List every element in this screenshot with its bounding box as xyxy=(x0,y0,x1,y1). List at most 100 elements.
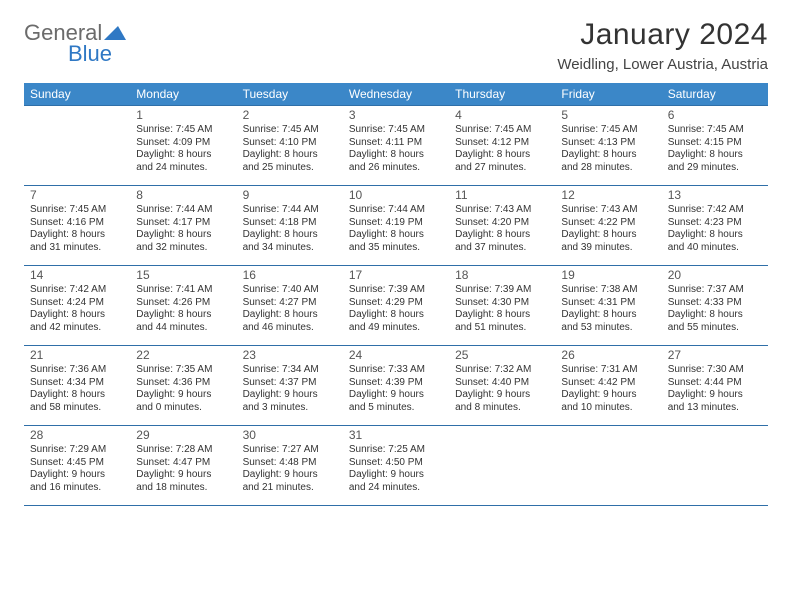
sunrise-text: Sunrise: 7:39 AM xyxy=(455,284,549,297)
weekday-header: Sunday xyxy=(24,83,130,106)
daylight-text-1: Daylight: 8 hours xyxy=(455,149,549,162)
daylight-text-2: and 29 minutes. xyxy=(668,162,762,175)
day-number: 30 xyxy=(243,428,337,443)
daylight-text-1: Daylight: 8 hours xyxy=(30,229,124,242)
daylight-text-2: and 42 minutes. xyxy=(30,322,124,335)
header: General Blue January 2024 Weidling, Lowe… xyxy=(24,18,768,73)
day-number: 26 xyxy=(561,348,655,363)
daylight-text-1: Daylight: 8 hours xyxy=(243,149,337,162)
daylight-text-2: and 3 minutes. xyxy=(243,402,337,415)
calendar-day-cell: 10Sunrise: 7:44 AMSunset: 4:19 PMDayligh… xyxy=(343,186,449,266)
daylight-text-2: and 39 minutes. xyxy=(561,242,655,255)
calendar-day-cell: 29Sunrise: 7:28 AMSunset: 4:47 PMDayligh… xyxy=(130,426,236,506)
daylight-text-1: Daylight: 8 hours xyxy=(243,309,337,322)
brand-word-2: Blue xyxy=(68,43,126,65)
calendar-day-cell xyxy=(662,426,768,506)
calendar-day-cell: 7Sunrise: 7:45 AMSunset: 4:16 PMDaylight… xyxy=(24,186,130,266)
day-number: 4 xyxy=(455,108,549,123)
sunset-text: Sunset: 4:16 PM xyxy=(30,217,124,230)
day-number: 23 xyxy=(243,348,337,363)
daylight-text-2: and 58 minutes. xyxy=(30,402,124,415)
daylight-text-1: Daylight: 8 hours xyxy=(30,389,124,402)
sunset-text: Sunset: 4:09 PM xyxy=(136,137,230,150)
day-number: 11 xyxy=(455,188,549,203)
sunrise-text: Sunrise: 7:42 AM xyxy=(30,284,124,297)
daylight-text-2: and 5 minutes. xyxy=(349,402,443,415)
calendar-day-cell: 14Sunrise: 7:42 AMSunset: 4:24 PMDayligh… xyxy=(24,266,130,346)
calendar-day-cell: 21Sunrise: 7:36 AMSunset: 4:34 PMDayligh… xyxy=(24,346,130,426)
sunrise-text: Sunrise: 7:34 AM xyxy=(243,364,337,377)
sunrise-text: Sunrise: 7:44 AM xyxy=(243,204,337,217)
calendar-day-cell: 19Sunrise: 7:38 AMSunset: 4:31 PMDayligh… xyxy=(555,266,661,346)
daylight-text-2: and 26 minutes. xyxy=(349,162,443,175)
calendar-day-cell: 23Sunrise: 7:34 AMSunset: 4:37 PMDayligh… xyxy=(237,346,343,426)
daylight-text-1: Daylight: 9 hours xyxy=(243,389,337,402)
calendar-day-cell: 12Sunrise: 7:43 AMSunset: 4:22 PMDayligh… xyxy=(555,186,661,266)
daylight-text-2: and 16 minutes. xyxy=(30,482,124,495)
weekday-header: Saturday xyxy=(662,83,768,106)
daylight-text-1: Daylight: 8 hours xyxy=(136,229,230,242)
sunset-text: Sunset: 4:19 PM xyxy=(349,217,443,230)
calendar-day-cell: 11Sunrise: 7:43 AMSunset: 4:20 PMDayligh… xyxy=(449,186,555,266)
calendar-day-cell: 15Sunrise: 7:41 AMSunset: 4:26 PMDayligh… xyxy=(130,266,236,346)
sunset-text: Sunset: 4:33 PM xyxy=(668,297,762,310)
sunrise-text: Sunrise: 7:45 AM xyxy=(455,124,549,137)
calendar-day-cell: 20Sunrise: 7:37 AMSunset: 4:33 PMDayligh… xyxy=(662,266,768,346)
daylight-text-2: and 8 minutes. xyxy=(455,402,549,415)
calendar-day-cell: 16Sunrise: 7:40 AMSunset: 4:27 PMDayligh… xyxy=(237,266,343,346)
calendar-day-cell: 31Sunrise: 7:25 AMSunset: 4:50 PMDayligh… xyxy=(343,426,449,506)
calendar-day-cell: 26Sunrise: 7:31 AMSunset: 4:42 PMDayligh… xyxy=(555,346,661,426)
sunrise-text: Sunrise: 7:45 AM xyxy=(668,124,762,137)
day-number: 29 xyxy=(136,428,230,443)
sunrise-text: Sunrise: 7:40 AM xyxy=(243,284,337,297)
day-number: 13 xyxy=(668,188,762,203)
day-number: 16 xyxy=(243,268,337,283)
calendar-header: Sunday Monday Tuesday Wednesday Thursday… xyxy=(24,83,768,106)
sunset-text: Sunset: 4:31 PM xyxy=(561,297,655,310)
sunset-text: Sunset: 4:42 PM xyxy=(561,377,655,390)
daylight-text-2: and 44 minutes. xyxy=(136,322,230,335)
sunset-text: Sunset: 4:10 PM xyxy=(243,137,337,150)
sunset-text: Sunset: 4:29 PM xyxy=(349,297,443,310)
daylight-text-2: and 27 minutes. xyxy=(455,162,549,175)
daylight-text-2: and 55 minutes. xyxy=(668,322,762,335)
daylight-text-1: Daylight: 9 hours xyxy=(30,469,124,482)
sunrise-text: Sunrise: 7:45 AM xyxy=(136,124,230,137)
daylight-text-1: Daylight: 9 hours xyxy=(668,389,762,402)
daylight-text-2: and 24 minutes. xyxy=(136,162,230,175)
day-number: 24 xyxy=(349,348,443,363)
sunset-text: Sunset: 4:20 PM xyxy=(455,217,549,230)
sunset-text: Sunset: 4:50 PM xyxy=(349,457,443,470)
day-number: 31 xyxy=(349,428,443,443)
sunset-text: Sunset: 4:13 PM xyxy=(561,137,655,150)
sunset-text: Sunset: 4:47 PM xyxy=(136,457,230,470)
sunrise-text: Sunrise: 7:44 AM xyxy=(349,204,443,217)
sunrise-text: Sunrise: 7:39 AM xyxy=(349,284,443,297)
sunrise-text: Sunrise: 7:28 AM xyxy=(136,444,230,457)
calendar-day-cell: 2Sunrise: 7:45 AMSunset: 4:10 PMDaylight… xyxy=(237,106,343,186)
daylight-text-1: Daylight: 8 hours xyxy=(30,309,124,322)
sunset-text: Sunset: 4:40 PM xyxy=(455,377,549,390)
title-block: January 2024 Weidling, Lower Austria, Au… xyxy=(557,18,768,73)
page-title: January 2024 xyxy=(557,18,768,52)
sunrise-text: Sunrise: 7:41 AM xyxy=(136,284,230,297)
sunset-text: Sunset: 4:44 PM xyxy=(668,377,762,390)
sunset-text: Sunset: 4:37 PM xyxy=(243,377,337,390)
daylight-text-2: and 51 minutes. xyxy=(455,322,549,335)
daylight-text-2: and 37 minutes. xyxy=(455,242,549,255)
brand-logo: General Blue xyxy=(24,18,126,65)
day-number: 3 xyxy=(349,108,443,123)
day-number: 9 xyxy=(243,188,337,203)
sunrise-text: Sunrise: 7:30 AM xyxy=(668,364,762,377)
daylight-text-2: and 13 minutes. xyxy=(668,402,762,415)
daylight-text-1: Daylight: 8 hours xyxy=(668,149,762,162)
calendar-day-cell: 27Sunrise: 7:30 AMSunset: 4:44 PMDayligh… xyxy=(662,346,768,426)
daylight-text-2: and 10 minutes. xyxy=(561,402,655,415)
daylight-text-2: and 40 minutes. xyxy=(668,242,762,255)
daylight-text-2: and 31 minutes. xyxy=(30,242,124,255)
sunset-text: Sunset: 4:34 PM xyxy=(30,377,124,390)
sunrise-text: Sunrise: 7:32 AM xyxy=(455,364,549,377)
weekday-header: Tuesday xyxy=(237,83,343,106)
daylight-text-1: Daylight: 9 hours xyxy=(136,469,230,482)
sunset-text: Sunset: 4:27 PM xyxy=(243,297,337,310)
